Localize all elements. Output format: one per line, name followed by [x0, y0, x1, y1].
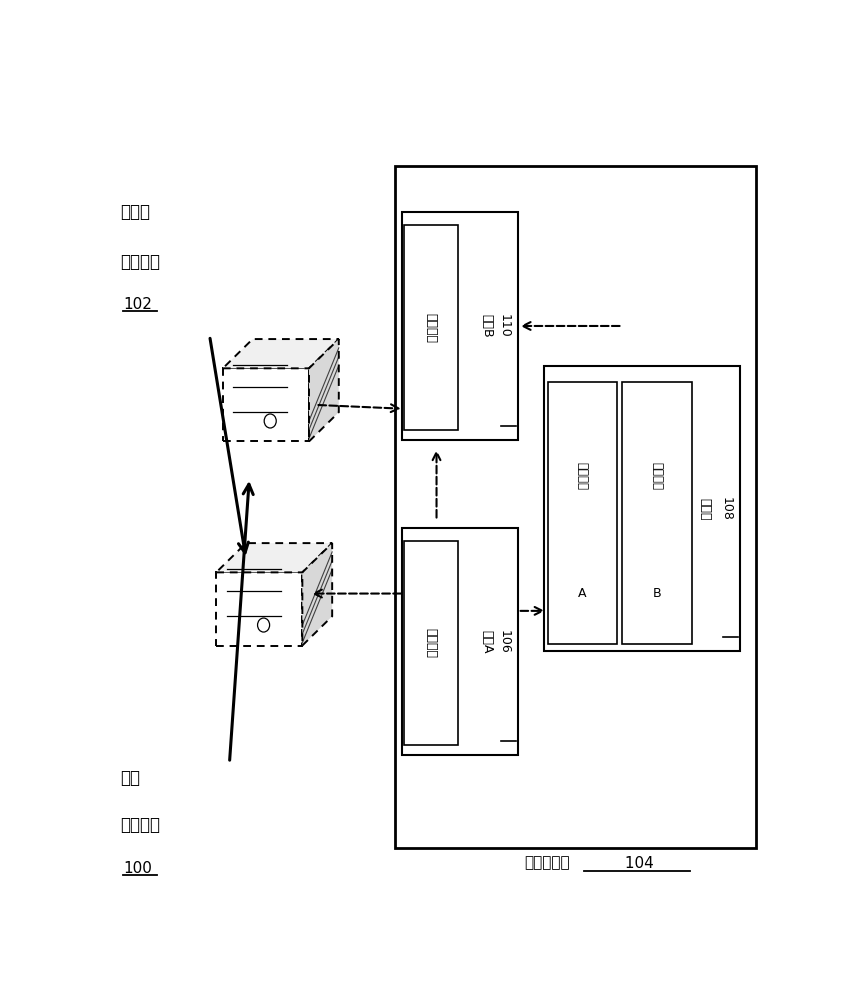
Text: 100: 100	[123, 861, 152, 876]
Text: 前侧端口: 前侧端口	[424, 313, 438, 343]
Polygon shape	[223, 339, 339, 368]
Text: 后侧端口: 后侧端口	[575, 462, 589, 490]
Text: 后侧端口: 后侧端口	[651, 462, 663, 490]
Text: B: B	[653, 587, 662, 600]
Bar	[395, 166, 756, 848]
Bar	[223, 368, 309, 441]
Bar	[402, 212, 518, 440]
Text: 104: 104	[620, 856, 654, 871]
Bar	[404, 541, 458, 745]
Text: 网络交换机: 网络交换机	[525, 856, 570, 871]
Text: 线卡B: 线卡B	[480, 314, 492, 338]
Text: 102: 102	[123, 297, 152, 312]
Text: 计算设备: 计算设备	[120, 253, 160, 271]
Bar	[216, 572, 303, 646]
Polygon shape	[216, 543, 332, 572]
Bar	[544, 366, 740, 651]
Text: 线卡A: 线卡A	[480, 630, 492, 653]
Text: 110: 110	[498, 314, 510, 338]
Polygon shape	[309, 339, 339, 441]
Polygon shape	[303, 543, 332, 646]
Text: 计算设备: 计算设备	[120, 816, 160, 834]
Bar	[547, 382, 617, 644]
Text: 始发: 始发	[120, 769, 140, 787]
Text: A: A	[578, 587, 587, 600]
Text: 目的地: 目的地	[120, 203, 150, 221]
Text: 前侧端口: 前侧端口	[424, 628, 438, 658]
Text: 结构卡: 结构卡	[698, 498, 711, 520]
Bar	[402, 528, 518, 755]
Text: 108: 108	[720, 497, 733, 521]
Bar	[404, 225, 458, 430]
Bar	[622, 382, 692, 644]
Text: 106: 106	[498, 630, 510, 654]
